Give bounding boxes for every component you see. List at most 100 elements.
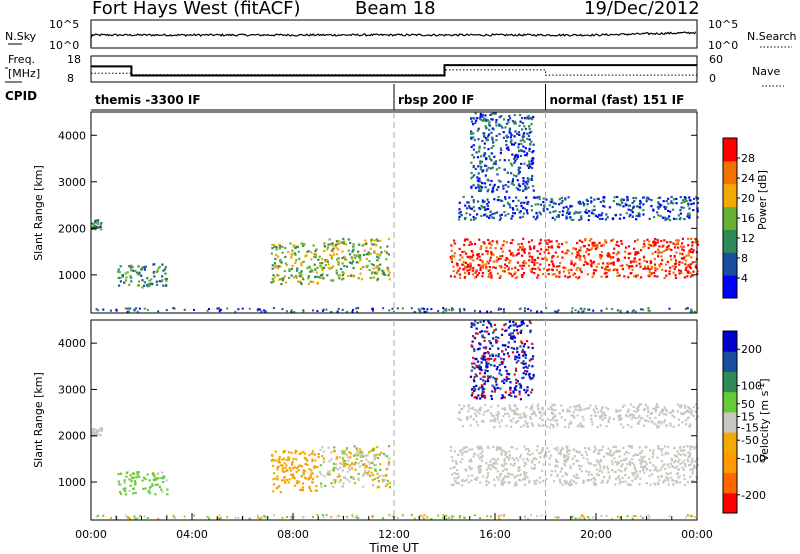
echo-cell	[363, 463, 366, 466]
echo-cell	[509, 386, 512, 389]
echo-cell	[276, 478, 279, 481]
echo-cell	[657, 483, 660, 486]
echo-cell	[508, 261, 511, 264]
echo-cell	[660, 262, 663, 265]
echo-cell	[503, 159, 506, 162]
echo-cell	[663, 445, 666, 448]
echo-cell	[550, 257, 554, 260]
echo-cell	[473, 386, 476, 389]
echo-cell	[530, 123, 533, 126]
echo-cell	[512, 208, 515, 211]
echo-cell	[480, 330, 484, 333]
echo-cell	[503, 310, 506, 313]
echo-cell	[624, 414, 627, 417]
echo-cell	[528, 160, 531, 163]
echo-cell	[643, 455, 646, 458]
echo-cell	[124, 487, 127, 490]
echo-cell	[136, 310, 139, 313]
echo-cell	[479, 268, 482, 272]
echo-cell	[270, 252, 273, 255]
echo-cell	[304, 255, 307, 258]
echo-cell	[453, 252, 456, 255]
echo-cell	[516, 332, 519, 335]
echo-cell	[504, 196, 507, 199]
echo-cell	[625, 204, 628, 207]
echo-cell	[560, 196, 563, 199]
echo-cell	[488, 269, 491, 272]
echo-cell	[483, 135, 486, 138]
echo-cell	[652, 208, 655, 211]
echo-cell	[481, 113, 484, 116]
echo-cell	[477, 454, 480, 457]
echo-cell	[595, 245, 598, 248]
echo-cell	[667, 244, 670, 247]
echo-cell	[661, 259, 664, 262]
echo-cell	[516, 154, 519, 157]
echo-cell	[629, 272, 632, 275]
echo-cell	[496, 340, 499, 343]
echo-cell	[500, 373, 503, 377]
echo-cell	[603, 411, 606, 414]
echo-cell	[340, 449, 343, 453]
echo-cell	[554, 251, 557, 254]
echo-cell	[674, 265, 677, 268]
echo-cell	[372, 484, 375, 487]
echo-cell	[532, 375, 535, 378]
echo-cell	[450, 249, 453, 252]
echo-cell	[527, 308, 530, 310]
echo-cell	[612, 451, 615, 454]
echo-cell	[579, 406, 582, 409]
echo-cell	[494, 266, 497, 269]
echo-cell	[662, 480, 665, 483]
echo-cell	[481, 199, 484, 202]
echo-cell	[161, 490, 164, 493]
echo-cell	[479, 117, 482, 120]
echo-cell	[670, 200, 673, 203]
echo-cell	[376, 239, 379, 242]
echo-cell	[559, 448, 562, 452]
echo-cell	[330, 311, 333, 313]
echo-cell	[164, 266, 167, 269]
echo-cell	[509, 324, 512, 327]
echo-cell	[343, 256, 346, 259]
echo-cell	[526, 340, 529, 343]
echo-cell	[352, 476, 355, 479]
echo-cell	[481, 455, 484, 458]
echo-cell	[523, 140, 526, 143]
echo-cell	[501, 344, 504, 347]
power-colorbar-tick-label: 16	[741, 212, 755, 225]
echo-cell	[477, 254, 480, 257]
echo-cell	[585, 250, 588, 253]
echo-cell	[337, 263, 340, 266]
echo-cell	[470, 344, 473, 347]
echo-cell	[545, 454, 548, 457]
echo-cell	[366, 454, 369, 457]
echo-cell	[665, 476, 668, 479]
echo-cell	[504, 475, 507, 478]
echo-cell	[564, 472, 567, 475]
echo-cell	[530, 239, 533, 242]
echo-cell	[565, 215, 568, 218]
echo-cell	[274, 257, 277, 260]
echo-cell	[696, 201, 700, 205]
echo-cell	[352, 275, 355, 278]
echo-cell	[143, 284, 146, 287]
echo-cell	[343, 265, 346, 268]
echo-cell	[631, 265, 634, 268]
echo-cell	[495, 168, 498, 171]
echo-cell	[97, 429, 101, 432]
echo-cell	[533, 457, 536, 460]
echo-cell	[502, 477, 505, 480]
echo-cell	[509, 419, 512, 422]
echo-cell	[542, 208, 545, 211]
echo-cell	[526, 177, 529, 180]
echo-cell	[507, 475, 510, 478]
echo-cell	[638, 483, 641, 486]
echo-cell	[505, 122, 508, 125]
echo-cell	[483, 146, 486, 149]
echo-cell	[362, 266, 365, 269]
echo-cell	[512, 320, 515, 324]
echo-cell	[342, 242, 345, 245]
echo-cell	[687, 271, 690, 274]
echo-cell	[586, 262, 589, 265]
